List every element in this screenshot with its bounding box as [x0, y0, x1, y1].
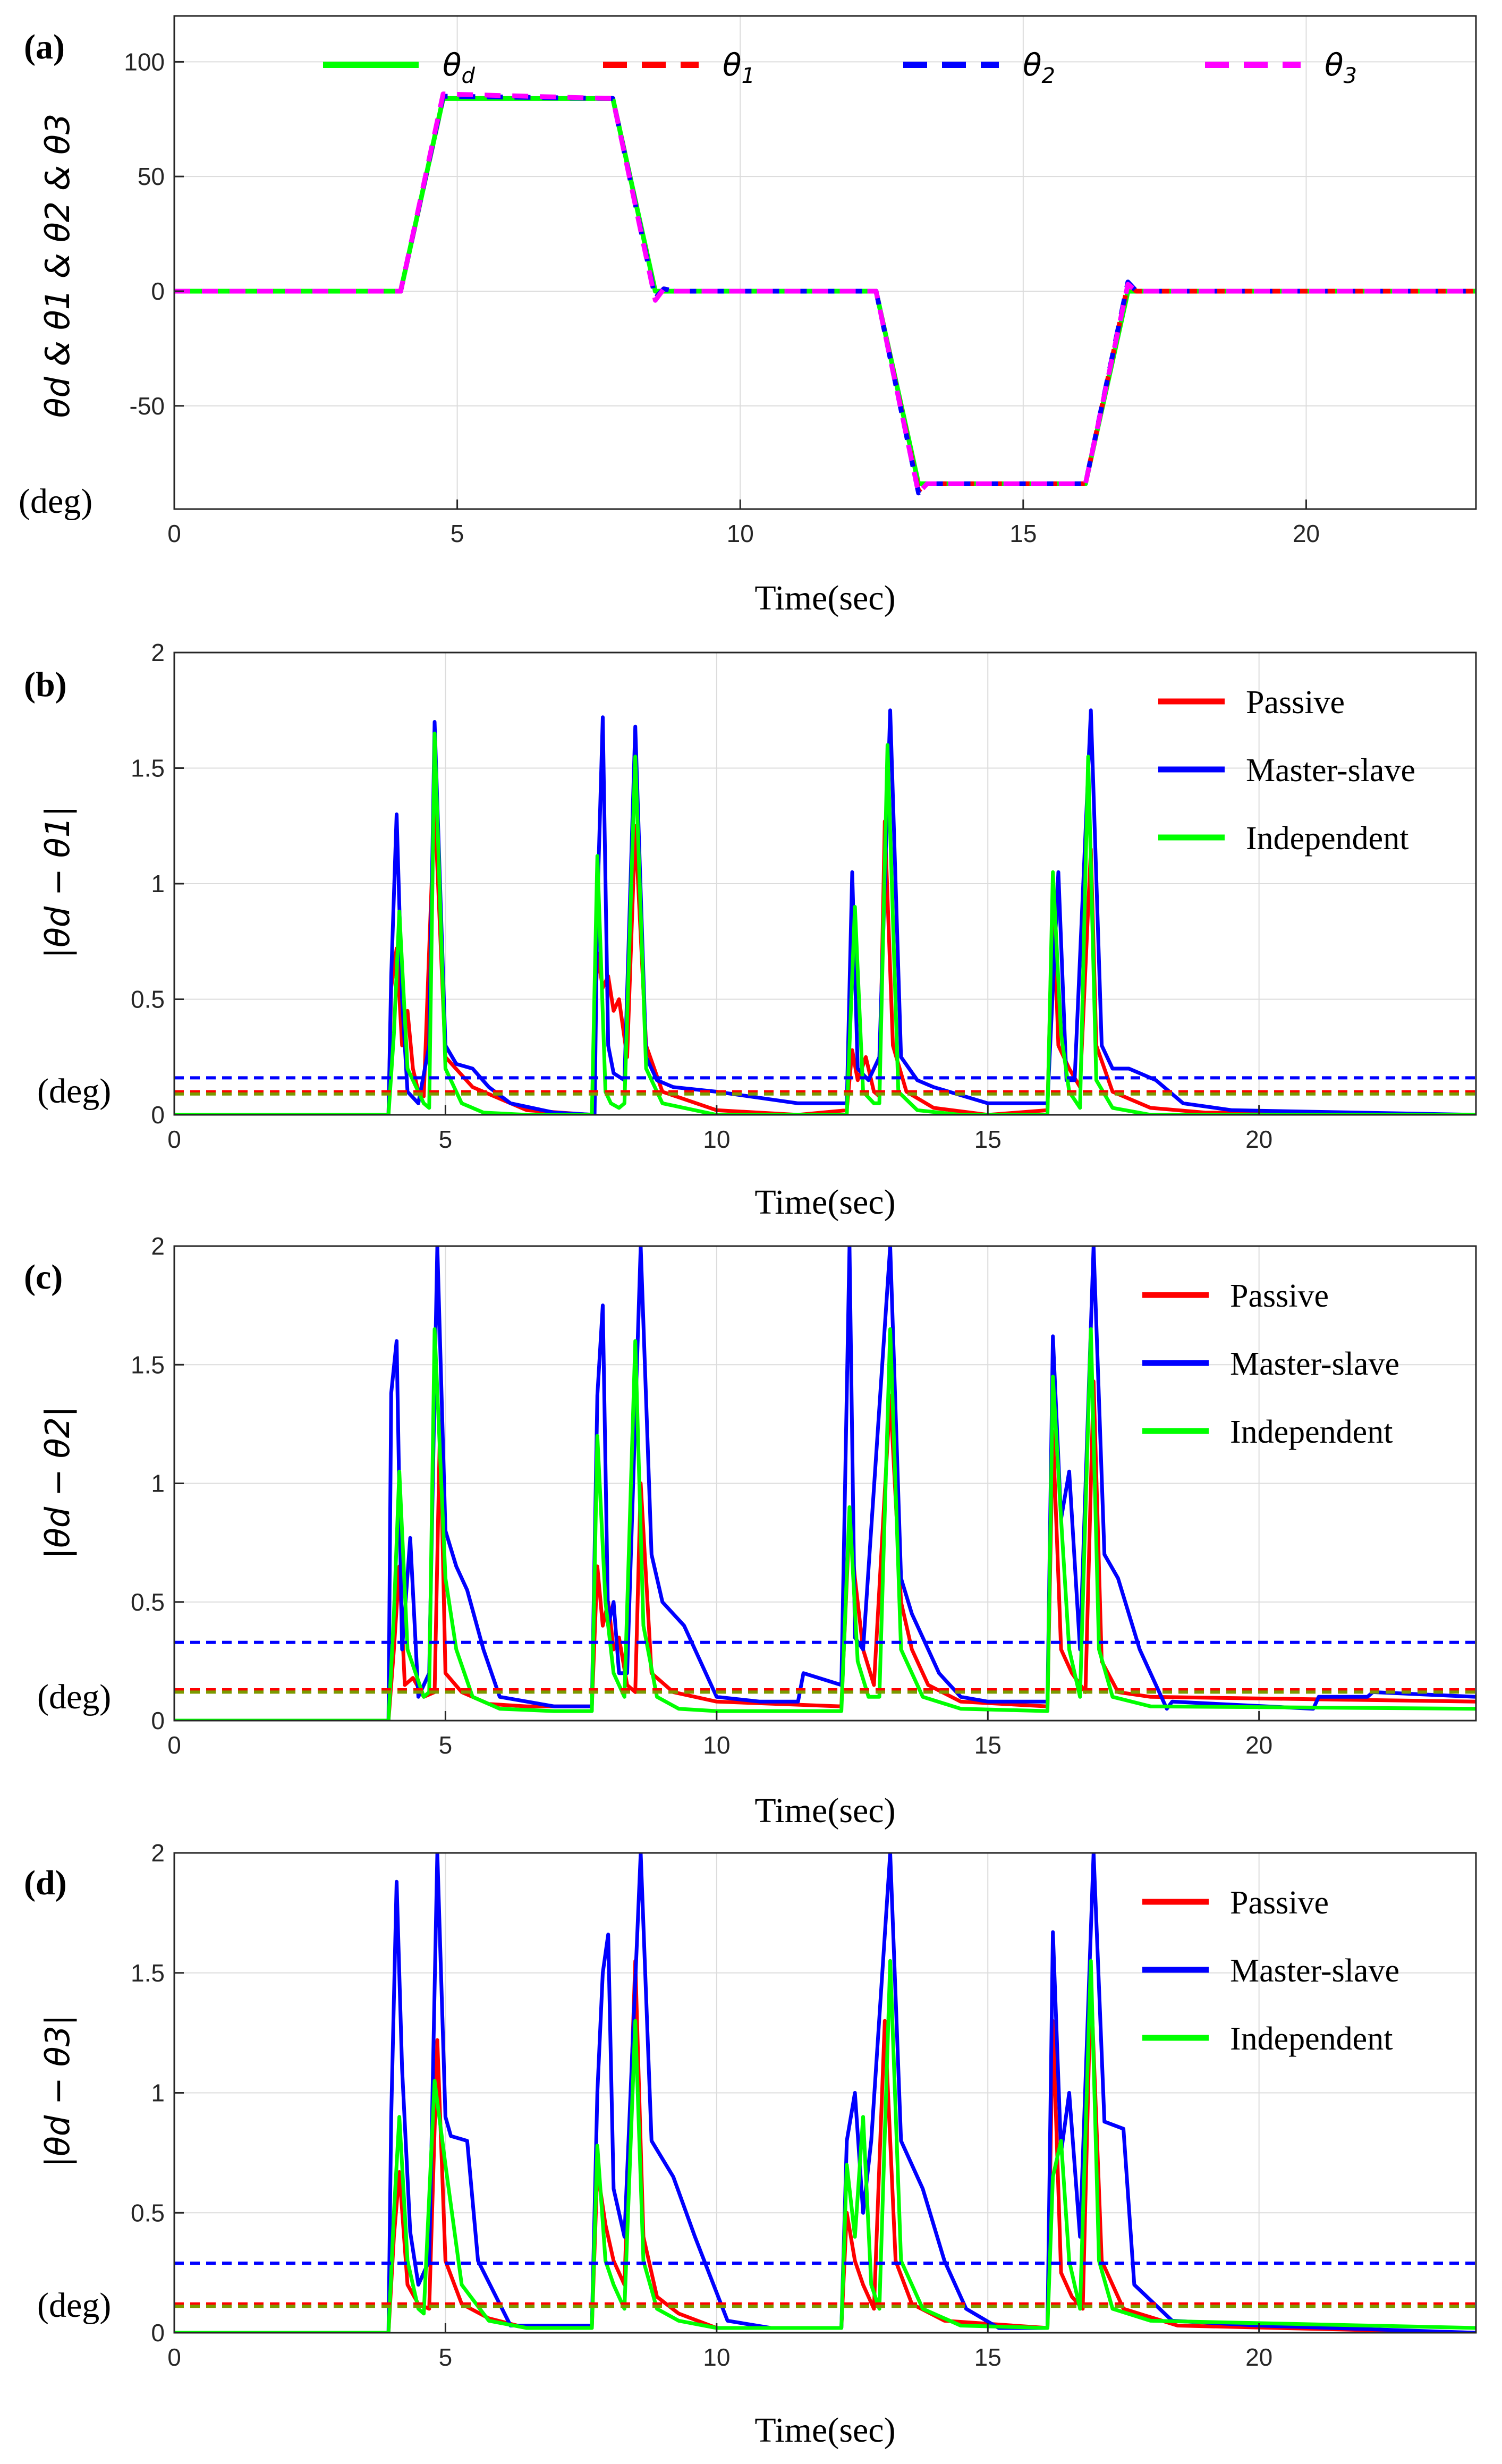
- series-group: [174, 91, 1476, 496]
- y-tick-label: 0: [151, 2319, 165, 2347]
- series-line-independent: [174, 1959, 1476, 2333]
- x-tick-label: 5: [439, 2343, 453, 2371]
- series-group: [174, 1853, 1476, 2333]
- y-tick-label: 2: [151, 1232, 165, 1260]
- y-tick-label: 0: [151, 277, 165, 305]
- x-tick-label: 10: [703, 2343, 730, 2371]
- series-line-independent: [174, 731, 1476, 1115]
- x-axis-label: Time(sec): [754, 1791, 895, 1830]
- x-tick-label: 15: [974, 1731, 1002, 1759]
- panel-a: 0 5 10 15 20 -50 0 50 100 Time(sec) (a) (deg) θd & θ…: [19, 15, 1477, 617]
- y-tick-label: 0.5: [131, 1588, 165, 1616]
- unit-label: (deg): [19, 482, 92, 521]
- y-tick-label: 0.5: [131, 2199, 165, 2226]
- panel-b: 0 5 10 15 20 0 0.5 1 1.5 2 Time(sec) (b) (deg) |θd − …: [24, 639, 1477, 1222]
- y-axis-label: θd & θ1 & θ2 & θ3: [38, 114, 77, 418]
- axes-box: [173, 15, 1477, 510]
- y-axis-label: |θd − θ1|: [38, 806, 78, 959]
- panel-label: (a): [24, 28, 65, 66]
- unit-label: (deg): [37, 1072, 111, 1111]
- y-tick-label: -50: [130, 392, 165, 420]
- y-tick-label: 1.5: [131, 1959, 165, 1987]
- y-tick-label: 1: [151, 1470, 165, 1497]
- y-tick-label: 1.5: [131, 1351, 165, 1378]
- x-tick-label: 0: [167, 2343, 181, 2371]
- x-tick-label: 15: [1009, 520, 1037, 547]
- x-axis-label: Time(sec): [754, 1183, 895, 1222]
- unit-label: (deg): [37, 2286, 111, 2325]
- x-tick-label: 0: [167, 1731, 181, 1759]
- y-tick-label: 1: [151, 870, 165, 897]
- series-line-passive: [174, 1959, 1476, 2333]
- y-tick-label: 1: [151, 2079, 165, 2107]
- series-legend-label: Independent: [1246, 820, 1408, 857]
- y-tick-label: 0: [151, 1101, 165, 1129]
- x-tick-label: 20: [1245, 2343, 1272, 2371]
- x-tick-label: 20: [1245, 1125, 1272, 1153]
- x-tick-label: 10: [727, 520, 754, 547]
- panel-label: (c): [24, 1258, 63, 1297]
- x-tick-label: 5: [439, 1125, 453, 1153]
- x-tick-label: 15: [974, 1125, 1002, 1153]
- y-tick-label: 0.5: [131, 986, 165, 1013]
- panel-c: 0 5 10 15 20 0 0.5 1 1.5 2 Time(sec) (c) (deg) |θd − …: [24, 1232, 1477, 1830]
- y-tick-label: 2: [151, 1839, 165, 1867]
- x-tick-label: 10: [703, 1125, 730, 1153]
- plot-area: [174, 16, 1476, 509]
- panel-label: (d): [24, 1864, 67, 1902]
- y-tick-label: 50: [138, 163, 165, 190]
- series-legend-label: Passive: [1230, 1278, 1329, 1314]
- y-tick-label: 1.5: [131, 755, 165, 782]
- panel-d: 0 5 10 15 20 0 0.5 1 1.5 2 Time(sec) (d) (deg) |θd − …: [24, 1839, 1477, 2450]
- series-line-θ3: [174, 91, 1476, 496]
- x-tick-label: 5: [439, 1731, 453, 1759]
- series-legend-label: Passive: [1246, 684, 1345, 721]
- y-tick-label: 100: [124, 48, 165, 75]
- x-tick-label: 5: [451, 520, 464, 547]
- x-tick-label: 20: [1245, 1731, 1272, 1759]
- series-legend-subscript: 1: [742, 64, 755, 88]
- y-tick-label: 2: [151, 639, 165, 666]
- series-legend-subscript: d: [462, 64, 476, 88]
- x-tick-label: 20: [1293, 520, 1320, 547]
- x-tick-label: 15: [974, 2343, 1002, 2371]
- legend: Passive Master-slave Independent: [1142, 1278, 1399, 1450]
- x-tick-label: 0: [167, 520, 181, 547]
- y-tick-label: 0: [151, 1707, 165, 1734]
- x-axis-label: Time(sec): [754, 579, 895, 617]
- legend: Passive Master-slave Independent: [1158, 684, 1415, 857]
- series-group: [174, 1246, 1476, 1721]
- series-legend-label: Master-slave: [1230, 1953, 1399, 1989]
- series-legend-label: Passive: [1230, 1885, 1329, 1921]
- series-line-independent: [174, 1327, 1476, 1721]
- y-axis-label: |θd − θ3|: [38, 2014, 78, 2167]
- series-legend-label: Independent: [1230, 2021, 1393, 2057]
- legend: Passive Master-slave Independent: [1142, 1885, 1399, 2057]
- unit-label: (deg): [37, 1678, 111, 1716]
- series-legend-label: θ2: [1023, 47, 1055, 88]
- x-tick-label: 0: [167, 1125, 181, 1153]
- x-tick-label: 10: [703, 1731, 730, 1759]
- panel-label: (b): [24, 665, 67, 704]
- x-axis-label: Time(sec): [754, 2411, 895, 2450]
- series-line-master-slave: [174, 1246, 1476, 1721]
- series-line-master-slave: [174, 708, 1476, 1115]
- series-legend-subscript: 2: [1042, 64, 1055, 88]
- series-legend-label: Master-slave: [1230, 1346, 1399, 1382]
- series-legend-label: Independent: [1230, 1414, 1393, 1450]
- series-line-master-slave: [174, 1853, 1476, 2333]
- series-legend-subscript: 3: [1344, 64, 1357, 88]
- series-legend-label: Master-slave: [1246, 752, 1415, 789]
- y-axis-label: |θd − θ2|: [38, 1406, 78, 1559]
